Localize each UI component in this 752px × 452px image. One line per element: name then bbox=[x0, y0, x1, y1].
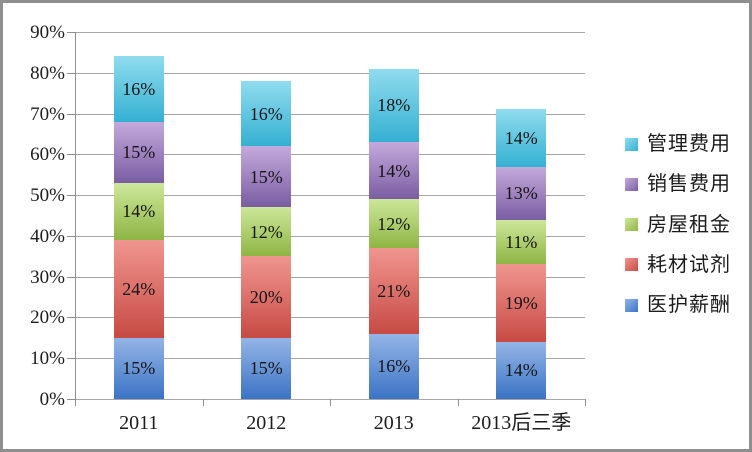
segment-value-label: 14% bbox=[504, 360, 538, 381]
segment-value-label: 24% bbox=[122, 278, 156, 299]
segment-value-label: 18% bbox=[377, 95, 411, 116]
y-axis-label: 10% bbox=[30, 348, 65, 370]
gridline bbox=[75, 72, 585, 74]
legend-label: 房屋租金 bbox=[647, 213, 731, 236]
bar-segment: 15% bbox=[241, 146, 292, 208]
gridline bbox=[75, 235, 585, 237]
y-axis-tick bbox=[67, 317, 75, 319]
gridline bbox=[75, 113, 585, 115]
y-axis-tick bbox=[67, 72, 75, 74]
bar-segment: 15% bbox=[113, 121, 164, 183]
segment-value-label: 15% bbox=[122, 358, 156, 379]
bar-segment: 12% bbox=[241, 207, 292, 257]
y-axis-label: 30% bbox=[30, 266, 65, 288]
x-axis-tick bbox=[202, 399, 204, 406]
legend-item: 医护薪酬 bbox=[625, 294, 731, 316]
y-axis-tick bbox=[67, 113, 75, 115]
bar-segment: 11% bbox=[496, 219, 547, 265]
legend-label: 耗材试剂 bbox=[647, 253, 731, 276]
gridline bbox=[75, 317, 585, 319]
segment-value-label: 15% bbox=[249, 358, 283, 379]
y-axis-label: 50% bbox=[30, 185, 65, 207]
bar-segment: 14% bbox=[496, 109, 547, 167]
segment-value-label: 16% bbox=[377, 356, 411, 377]
segment-value-label: 15% bbox=[122, 142, 156, 163]
y-axis-label: 20% bbox=[30, 307, 65, 329]
legend-swatch-icon bbox=[625, 137, 638, 151]
y-axis-tick bbox=[67, 154, 75, 156]
x-axis-tick bbox=[585, 399, 586, 406]
segment-value-label: 12% bbox=[377, 213, 411, 234]
legend-item: 房屋租金 bbox=[625, 214, 731, 236]
bar-segment: 20% bbox=[241, 256, 292, 338]
y-axis-label: 60% bbox=[30, 144, 65, 166]
bar-segment: 14% bbox=[496, 341, 547, 399]
y-axis-tick bbox=[67, 399, 75, 400]
y-axis-label: 80% bbox=[30, 62, 65, 84]
x-axis-tick bbox=[75, 399, 76, 406]
legend-label: 销售费用 bbox=[647, 173, 731, 196]
legend-swatch-icon bbox=[625, 177, 638, 191]
segment-value-label: 13% bbox=[504, 183, 538, 204]
legend-item: 耗材试剂 bbox=[625, 254, 731, 276]
y-axis-tick bbox=[67, 32, 75, 33]
bar-segment: 15% bbox=[113, 337, 164, 399]
bar-segment: 16% bbox=[113, 56, 164, 122]
segment-value-label: 21% bbox=[377, 280, 411, 301]
segment-value-label: 16% bbox=[122, 79, 156, 100]
y-axis-label: 0% bbox=[39, 389, 65, 410]
bar-segment: 15% bbox=[241, 337, 292, 399]
segment-value-label: 14% bbox=[377, 160, 411, 181]
bar-segment: 24% bbox=[113, 239, 164, 338]
y-axis-tick bbox=[67, 235, 75, 237]
y-axis-line bbox=[75, 32, 76, 406]
legend-swatch-icon bbox=[625, 298, 638, 312]
y-axis-tick bbox=[67, 276, 75, 278]
bar-segment: 12% bbox=[368, 199, 419, 249]
gridline bbox=[75, 276, 585, 278]
bar-segment: 19% bbox=[496, 264, 547, 342]
x-axis-tick bbox=[330, 399, 331, 406]
bar-segment: 21% bbox=[368, 248, 419, 334]
segment-value-label: 14% bbox=[122, 201, 156, 222]
y-axis-tick bbox=[67, 358, 75, 360]
y-axis-label: 40% bbox=[30, 225, 65, 247]
bar-segment: 14% bbox=[368, 142, 419, 200]
legend-item: 销售费用 bbox=[625, 173, 731, 195]
gridline bbox=[75, 358, 585, 360]
legend-label: 医护薪酬 bbox=[647, 294, 731, 317]
x-axis-label: 2012 bbox=[246, 412, 287, 434]
y-axis-label: 90% bbox=[30, 22, 65, 43]
legend-swatch-icon bbox=[625, 258, 638, 272]
gridline bbox=[75, 154, 585, 156]
legend-label: 管理费用 bbox=[647, 133, 731, 155]
bar-segment: 13% bbox=[496, 166, 547, 220]
bar-segment: 14% bbox=[113, 182, 164, 240]
y-axis-label: 70% bbox=[30, 103, 65, 125]
x-axis-label: 2011 bbox=[119, 412, 159, 434]
bar-segment: 18% bbox=[368, 68, 419, 143]
gridline bbox=[75, 32, 585, 33]
gridline bbox=[75, 195, 585, 197]
legend-item: 管理费用 bbox=[625, 133, 731, 155]
segment-value-label: 12% bbox=[249, 221, 283, 242]
y-axis-tick bbox=[67, 195, 75, 197]
x-axis-label: 2013后三季 bbox=[471, 412, 572, 434]
segment-value-label: 16% bbox=[249, 103, 283, 124]
bar-segment: 16% bbox=[368, 333, 419, 399]
segment-value-label: 19% bbox=[504, 293, 538, 314]
legend-swatch-icon bbox=[625, 218, 638, 232]
segment-value-label: 14% bbox=[504, 128, 538, 148]
bar-segment: 16% bbox=[241, 80, 292, 147]
x-axis-tick bbox=[457, 399, 459, 406]
segment-value-label: 20% bbox=[249, 287, 283, 308]
x-axis-label: 2013 bbox=[373, 412, 414, 434]
segment-value-label: 11% bbox=[505, 231, 538, 252]
segment-value-label: 15% bbox=[249, 166, 283, 187]
